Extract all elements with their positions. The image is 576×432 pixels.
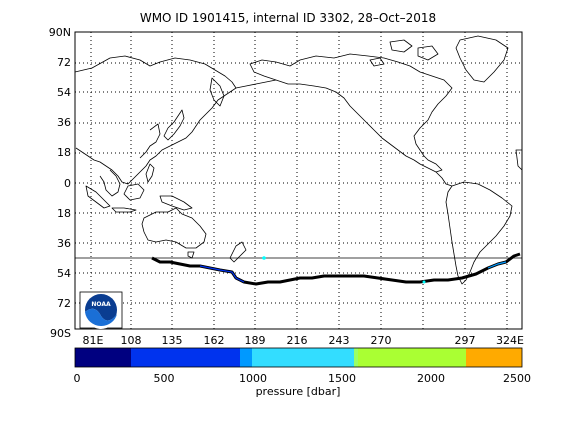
sumatra-coastline	[85, 185, 111, 209]
colorbar	[74, 347, 523, 368]
lat-label: 72	[57, 56, 71, 69]
float-profile-marker	[262, 256, 266, 260]
colorbar-segment	[358, 348, 466, 367]
map-title: WMO ID 1901415, internal ID 3302, 28–Oct…	[140, 11, 436, 25]
borneo-coastline	[123, 183, 145, 201]
new-guinea-coastline	[159, 195, 193, 211]
lon-label: 135	[162, 334, 183, 347]
lon-label: 270	[371, 334, 392, 347]
float-track-highlight	[199, 265, 245, 283]
lon-label: 189	[245, 334, 266, 347]
colorbar-segment	[466, 348, 522, 367]
greenland-coastline	[455, 35, 509, 83]
colorbar-tick-label: 500	[154, 372, 175, 385]
central-america-coastline	[435, 171, 453, 187]
colorbar-tick-label: 1000	[239, 372, 267, 385]
arctic-islands	[369, 39, 439, 67]
lat-label: 18	[57, 146, 71, 159]
aleutian-islands	[235, 79, 277, 89]
lat-label: 0	[64, 177, 71, 190]
lon-label: 216	[287, 334, 308, 347]
noaa-logo-icon: NOAA	[79, 291, 123, 330]
coastlines	[74, 35, 523, 285]
china-coastline	[139, 123, 161, 159]
japan-coastline	[163, 109, 185, 141]
lat-label: 90N	[49, 26, 71, 39]
lat-label: 90S	[50, 327, 71, 340]
colorbar-frame	[74, 347, 523, 368]
lat-label: 54	[57, 267, 71, 280]
lon-label: 81E	[83, 334, 104, 347]
colorbar-tick-label: 0	[74, 372, 81, 385]
colorbar-ticks: 0 500 1000 1500 2000 2500	[74, 372, 532, 385]
java-coastline	[111, 207, 137, 213]
lat-label: 72	[57, 297, 71, 310]
colorbar-tick-label: 1500	[328, 372, 356, 385]
float-track	[151, 252, 521, 286]
australia-coastline	[141, 207, 207, 249]
colorbar-segment	[240, 348, 252, 367]
lon-label: 297	[455, 334, 476, 347]
philippines-coastline	[145, 163, 155, 183]
asia-coastline	[74, 55, 237, 185]
lat-label: 36	[57, 237, 71, 250]
north-america-coastline	[249, 53, 453, 173]
map-grid	[75, 32, 522, 329]
lon-label: 243	[329, 334, 350, 347]
longitude-labels: 81E 108 135 162 189 216 243 270 297 324E	[83, 334, 524, 347]
float-track-highlight-east	[487, 261, 507, 269]
indochina-coastline	[99, 169, 121, 197]
lat-label: 54	[57, 86, 71, 99]
colorbar-segment	[354, 348, 358, 367]
africa-coastline	[515, 149, 523, 171]
colorbar-segment	[75, 348, 131, 367]
noaa-logo-text: NOAA	[91, 301, 111, 308]
kamchatka-coastline	[209, 77, 225, 107]
lon-label: 108	[121, 334, 142, 347]
colorbar-label: pressure [dbar]	[256, 385, 341, 398]
float-profile-marker	[422, 280, 426, 284]
latitude-labels: 90N 72 54 36 18 0 18 36 54 72 90S	[49, 26, 71, 340]
colorbar-tick-label: 2000	[417, 372, 445, 385]
colorbar-segment	[131, 348, 240, 367]
lon-label: 324E	[496, 334, 524, 347]
south-america-coastline	[445, 181, 513, 285]
lat-label: 18	[57, 207, 71, 220]
lon-label: 162	[204, 334, 225, 347]
lat-label: 36	[57, 116, 71, 129]
colorbar-tick-label: 2500	[503, 372, 531, 385]
colorbar-segment	[252, 348, 354, 367]
map-frame	[74, 31, 523, 330]
